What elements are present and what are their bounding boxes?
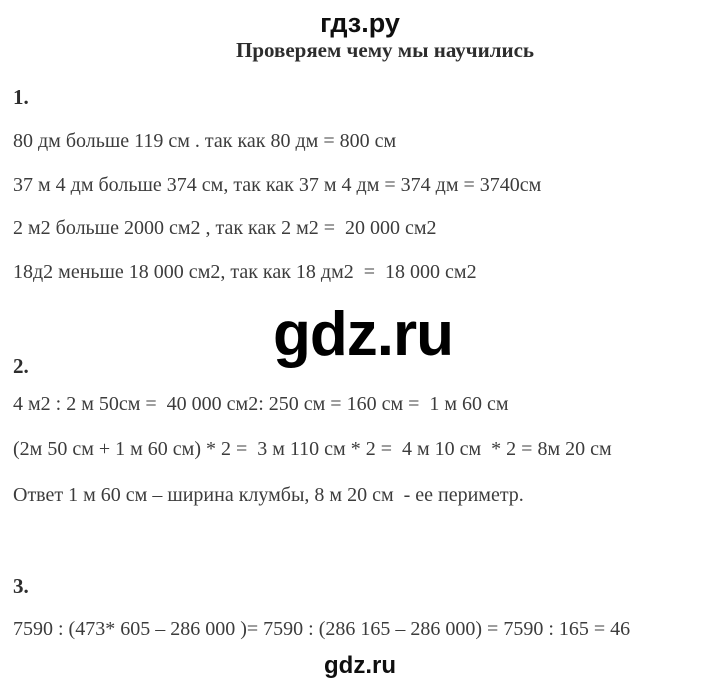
section-3-number: 3. — [13, 574, 29, 598]
solution-line: 80 дм больше 119 см . так как 80 дм = 80… — [13, 130, 397, 152]
section-1-number: 1. — [13, 85, 29, 109]
solution-line: Ответ 1 м 60 см – ширина клумбы, 8 м 20 … — [13, 484, 524, 506]
section-2-number: 2. — [13, 354, 29, 378]
site-logo-top: гдз.ру — [320, 8, 400, 38]
solution-line: 37 м 4 дм больше 374 см, так как 37 м 4 … — [13, 174, 542, 196]
solution-line: 2 м2 больше 2000 см2 , так как 2 м2 = 20… — [13, 217, 437, 239]
gdz-watermark: gdz.ru — [273, 300, 454, 369]
site-logo-bottom: gdz.ru — [324, 652, 396, 679]
solution-line: 18д2 меньше 18 000 см2, так как 18 дм2 =… — [13, 261, 477, 283]
page-title: Проверяем чему мы научились — [235, 38, 535, 62]
solution-line: 7590 : (473* 605 – 286 000 )= 7590 : (28… — [13, 618, 631, 640]
solution-line: 4 м2 : 2 м 50см = 40 000 см2: 250 см = 1… — [13, 393, 509, 415]
solution-line: (2м 50 см + 1 м 60 см) * 2 = 3 м 110 см … — [13, 438, 612, 460]
